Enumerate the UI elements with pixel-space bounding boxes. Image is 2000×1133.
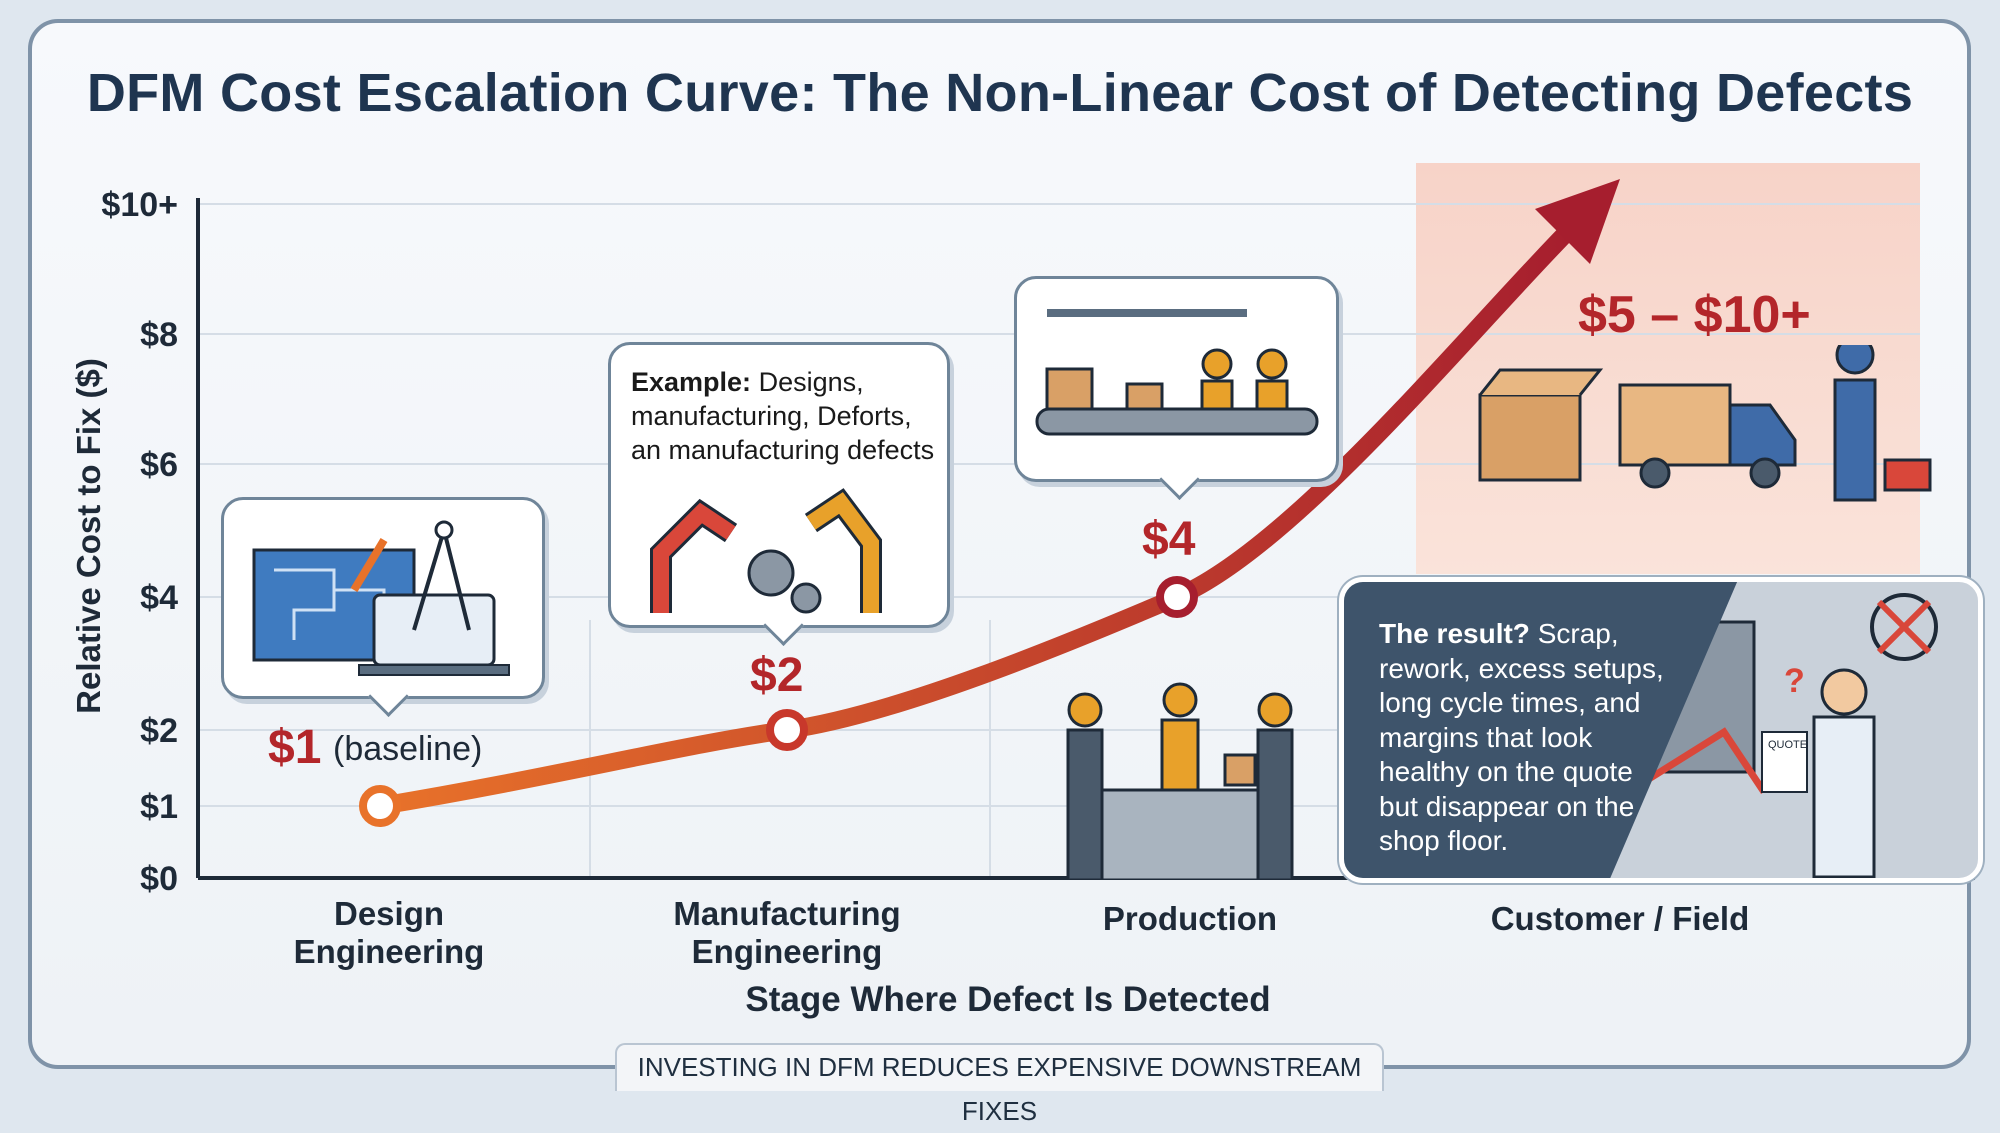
data-label-customer: $5 – $10+ <box>1578 286 1811 344</box>
cost-curve <box>359 179 1620 827</box>
y-tick-label: $10+ <box>101 186 178 224</box>
y-tick-label: $0 <box>140 860 178 898</box>
shipping-delivery-illustration <box>1478 345 1932 502</box>
y-tick-label: $1 <box>140 788 178 826</box>
data-label-manufacturing: $2 <box>750 649 804 702</box>
y-tick-label: $6 <box>140 446 178 484</box>
workers-illustration <box>1066 682 1294 880</box>
baseline-note: (baseline) <box>333 730 483 768</box>
data-label-production: $4 <box>1142 513 1196 566</box>
result-callout: QUOTE ? The result? Scrap, rework, exces… <box>1339 577 1983 883</box>
y-axis-label: Relative Cost to Fix ($) <box>70 358 107 714</box>
question-mark-icon: ? <box>1784 662 1805 700</box>
x-category-production: Production <box>1102 900 1278 937</box>
arrowhead <box>1535 179 1620 264</box>
robot-arms-gears-icon <box>650 488 882 614</box>
assembly-line-icon <box>1035 309 1319 436</box>
footer-banner: INVESTING IN DFM REDUCES EXPENSIVE DOWNS… <box>615 1043 1384 1126</box>
x-category-manufacturing: Manufacturing Engineering <box>673 895 901 970</box>
y-tick-label: $4 <box>140 579 178 617</box>
example-text: Example: Designs, manufacturing, Deforts… <box>631 367 935 465</box>
blueprint-laptop-icon <box>252 520 510 676</box>
y-tick-label: $8 <box>140 316 178 354</box>
quote-label: QUOTE <box>1768 739 1807 751</box>
production-callout <box>1014 276 1339 501</box>
manufacturing-callout: Example: Designs, manufacturing, Deforts… <box>608 342 950 647</box>
x-axis-title: Stage Where Defect Is Detected <box>745 980 1271 1019</box>
x-category-customer: Customer / Field <box>1490 900 1750 937</box>
data-point-2 <box>1156 576 1198 618</box>
y-tick-labels: $0 $1 $2 $4 $6 $8 $10+ <box>101 186 178 898</box>
chart-title: DFM Cost Escalation Curve: The Non-Linea… <box>86 63 1914 123</box>
data-label-design: $1 <box>268 721 322 774</box>
y-tick-label: $2 <box>140 712 178 750</box>
cost-curve-line <box>371 215 1584 815</box>
result-text: The result? Scrap, rework, excess setups… <box>1379 618 1664 856</box>
data-point-0 <box>359 785 401 827</box>
data-point-1 <box>766 709 808 751</box>
x-category-design: Design Engineering <box>293 895 485 970</box>
design-callout <box>221 497 545 718</box>
